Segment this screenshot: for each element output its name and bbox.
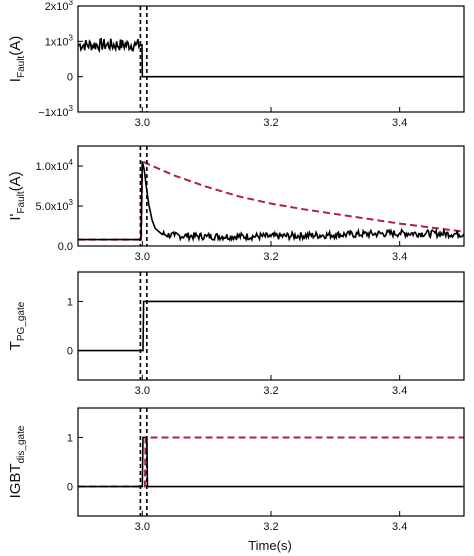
- x-tick-label-2-3: 3.4: [392, 251, 407, 263]
- y-tick-label-2-3: 0.0: [58, 241, 73, 253]
- y-axis-title-subscript: Fault: [16, 191, 27, 213]
- chart-panel-1: 2x103 1x103 0 −1x103 3.0 3.2 3.4 IFault(A): [7, 0, 465, 129]
- x-tick-label-2-1: 3.0: [135, 251, 150, 263]
- y-axis-title-main: I': [7, 213, 24, 220]
- y-tick-exponent: 3: [69, 33, 74, 42]
- x-tick-label-3-2: 3.2: [263, 385, 278, 397]
- x-tick-label-2-2: 3.2: [263, 251, 278, 263]
- series-line-4-2: [78, 436, 464, 488]
- x-tick-label-3-1: 3.0: [135, 385, 150, 397]
- chart-panel-3: 1 0 3.0 3.2 3.4 TPG_gate: [7, 271, 465, 397]
- chart-panel-2: 1.0x104 5.0x103 0.0 3.0 3.2 3.4 I'Fault(A): [7, 145, 465, 263]
- y-tick-label-1-2: 1x103: [45, 33, 74, 48]
- y-axis-title-main: I: [7, 78, 24, 82]
- y-tick-label-3-2: 0: [67, 346, 73, 358]
- y-tick-exponent: 3: [69, 104, 74, 113]
- y-axis-title-subscript: dis_gate: [16, 425, 27, 463]
- y-axis-title-4: IGBTdis_gate: [7, 425, 27, 498]
- x-tick-label-1-2: 3.2: [263, 117, 278, 129]
- y-tick-label-2-2: 5.0x103: [36, 198, 74, 213]
- y-tick-label-1-1: 2x103: [45, 0, 74, 13]
- y-axis-title-2: I'Fault(A): [7, 171, 27, 220]
- chart-panel-4: 1 0 3.0 3.2 3.4 IGBTdis_gate: [7, 407, 465, 533]
- y-tick-label-1-3: 0: [67, 72, 73, 84]
- series-line-3-1: [78, 300, 464, 352]
- x-tick-label-3-3: 3.4: [392, 385, 407, 397]
- y-tick-exponent: 3: [69, 198, 74, 207]
- y-axis-title-main: T: [7, 341, 24, 350]
- x-tick-label-1-3: 3.4: [392, 117, 407, 129]
- series-line-2-1: [78, 159, 465, 241]
- y-axis-title-unit: (A): [7, 36, 24, 56]
- series-line-1-1: [77, 37, 464, 78]
- x-tick-label-1-1: 3.0: [135, 117, 150, 129]
- x-tick-label-4-2: 3.2: [263, 521, 278, 533]
- y-tick-label-4-2: 0: [67, 482, 73, 494]
- y-axis-title-subscript: Fault: [16, 56, 27, 78]
- plot-frame-4: [77, 407, 465, 517]
- y-axis-title-subscript: PG_gate: [16, 301, 27, 341]
- y-tick-label-2-1: 1.0x104: [36, 158, 74, 173]
- y-tick-label-4-1: 1: [67, 432, 73, 444]
- x-axis-title: Time(s): [248, 538, 292, 553]
- series-line-4-1: [78, 436, 464, 488]
- series-line-2-2: [78, 161, 465, 243]
- y-tick-exponent: 4: [69, 158, 74, 167]
- x-tick-label-4-3: 3.4: [392, 521, 407, 533]
- y-tick-exponent: 3: [69, 0, 74, 7]
- y-axis-title-1: IFault(A): [7, 36, 27, 82]
- y-tick-label-3-1: 1: [67, 296, 73, 308]
- y-axis-title-unit: (A): [7, 171, 24, 191]
- plot-frame-2: [77, 145, 465, 247]
- x-tick-label-4-1: 3.0: [135, 521, 150, 533]
- y-axis-title-3: TPG_gate: [7, 301, 27, 350]
- y-tick-label-1-4: −1x103: [38, 104, 73, 119]
- plot-frame-3: [77, 271, 465, 381]
- y-axis-title-main: IGBT: [7, 463, 24, 498]
- plot-frame-1: [77, 5, 465, 113]
